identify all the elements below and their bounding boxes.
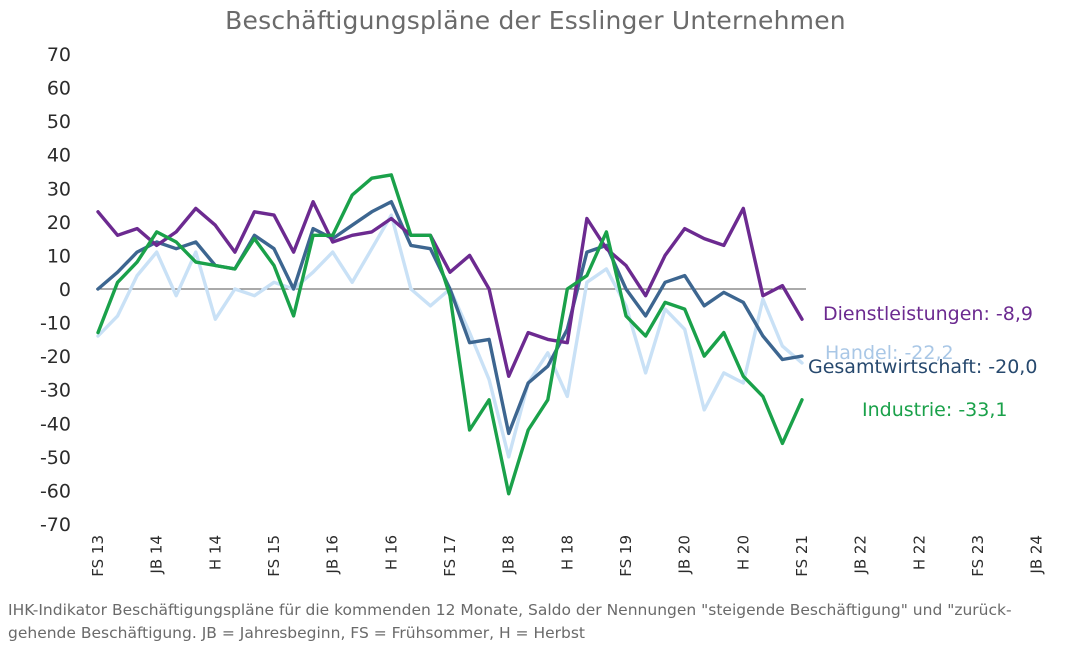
series-line-dienstleistungen xyxy=(96,199,804,378)
x-tick-label: H 22 xyxy=(910,535,928,570)
y-axis: 70 60 50 40 30 20 10 0 -10 -20 -30 -40 -50 -60 -70 xyxy=(40,44,71,536)
y-tick-label: 0 xyxy=(59,279,71,301)
x-tick-label: JB 14 xyxy=(148,535,166,575)
y-tick-label: 20 xyxy=(47,212,71,234)
y-tick-label: -10 xyxy=(40,313,71,335)
x-tick-label: JB 22 xyxy=(852,535,870,575)
x-tick-label: JB 20 xyxy=(676,535,694,575)
y-tick-label: -30 xyxy=(40,380,71,402)
series-label-industrie: Industrie: -33,1 xyxy=(862,399,1007,421)
series-label-handel: Handel: -22,2 xyxy=(825,342,954,364)
series-label-gesamtwirtschaft: Gesamtwirtschaft: -20,0 xyxy=(808,356,1037,378)
series-lines xyxy=(96,173,804,496)
chart-caption: IHK-Indikator Beschäftigungspläne für di… xyxy=(8,601,1012,642)
y-tick-label: -60 xyxy=(40,480,71,502)
x-tick-label: FS 21 xyxy=(793,535,811,577)
x-tick-label: H 14 xyxy=(206,535,224,570)
x-tick-label: FS 19 xyxy=(617,535,635,577)
x-axis: FS 13 JB 14 H 14 FS 15 JB 16 H 16 FS 17 JB 18 H … xyxy=(89,535,1046,577)
y-tick-label: 10 xyxy=(47,245,71,267)
y-tick-label: 40 xyxy=(47,145,71,167)
y-tick-label: -40 xyxy=(40,413,71,435)
y-tick-label: -20 xyxy=(40,346,71,368)
y-tick-label: 50 xyxy=(47,111,71,133)
series-label-dienstleistungen: Dienstleistungen: -8,9 xyxy=(823,303,1033,325)
x-tick-label: H 16 xyxy=(382,535,400,570)
x-tick-label: JB 18 xyxy=(500,535,518,575)
x-tick-label: FS 13 xyxy=(89,535,107,577)
x-tick-label: JB 16 xyxy=(324,535,342,575)
x-tick-label: H 18 xyxy=(558,535,576,570)
chart-title: Beschäftigungspläne der Esslinger Untern… xyxy=(225,6,846,35)
y-tick-label: 60 xyxy=(47,78,71,100)
y-tick-label: 30 xyxy=(47,178,71,200)
series-line-industrie xyxy=(96,173,804,496)
x-tick-label: FS 15 xyxy=(265,535,283,577)
x-tick-label: JB 24 xyxy=(1028,535,1046,575)
y-tick-label: -70 xyxy=(40,514,71,536)
x-tick-label: FS 17 xyxy=(441,535,459,577)
y-tick-label: 70 xyxy=(47,44,71,66)
y-tick-label: -50 xyxy=(40,447,71,469)
x-tick-label: FS 23 xyxy=(969,535,987,577)
x-tick-label: H 20 xyxy=(734,535,752,570)
